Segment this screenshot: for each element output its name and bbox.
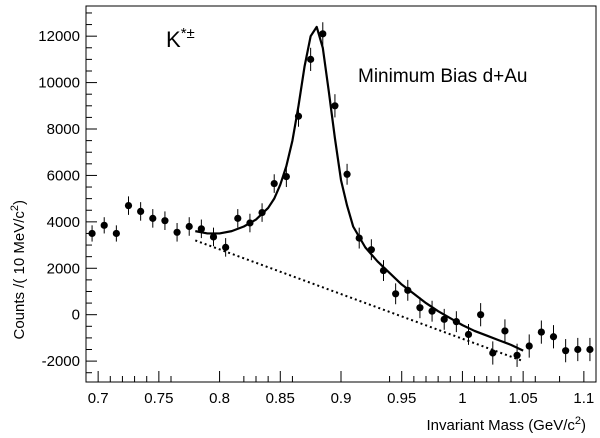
data-point	[319, 30, 327, 38]
x-axis-title: Invariant Mass (GeV/c2)	[426, 415, 586, 434]
x-tick-label: 0.95	[387, 390, 416, 407]
y-tick-label: 8000	[47, 121, 80, 138]
x-tick-label: 0.75	[144, 390, 173, 407]
data-point	[513, 351, 521, 359]
data-point	[525, 342, 533, 350]
plot-frame	[85, 5, 597, 383]
x-tick-label: 1.05	[509, 390, 538, 407]
x-tick-label: 0.85	[266, 390, 295, 407]
data-point	[574, 345, 582, 354]
background-line	[194, 239, 524, 363]
y-axis-title: Counts /( 10 MeV/c2)	[9, 200, 28, 340]
y-tick-label: 6000	[47, 167, 80, 184]
data-point	[209, 233, 218, 241]
data-point	[343, 170, 351, 178]
y-tick-label: 4000	[47, 214, 80, 231]
particle-label: K*±	[166, 25, 195, 52]
data-point	[549, 333, 558, 341]
data-point	[489, 349, 497, 357]
dataset-label: Minimum Bias d+Au	[358, 66, 527, 87]
data-point	[185, 222, 193, 231]
x-tick-label: 1	[458, 390, 466, 407]
data-point	[112, 229, 120, 238]
data-point	[307, 55, 315, 63]
data-point	[331, 102, 339, 110]
x-tick-labels: 0.7 0.75 0.8 0.85 0.9 0.95 1 1.05 1.1	[88, 390, 595, 407]
y-axis-ticks	[86, 12, 97, 374]
x-tick-label: 1.1	[573, 390, 594, 407]
data-point	[124, 202, 133, 210]
data-point	[88, 229, 96, 238]
y-tick-label: 2000	[47, 260, 80, 277]
data-point	[270, 179, 278, 188]
x-tick-label: 0.8	[209, 390, 230, 407]
x-axis-ticks	[85, 371, 585, 382]
data-point	[586, 345, 594, 354]
data-point	[537, 328, 545, 336]
data-point	[234, 214, 242, 222]
data-point	[137, 207, 145, 216]
data-point	[562, 347, 570, 355]
data-point	[477, 311, 485, 319]
y-tick-label: 12000	[38, 28, 80, 45]
data-point	[440, 315, 448, 323]
data-point	[416, 304, 424, 312]
data-point	[501, 327, 509, 335]
data-point	[464, 330, 473, 339]
x-tick-label: 0.9	[331, 390, 352, 407]
y-tick-label: 10000	[38, 75, 80, 92]
x-tick-label: 0.7	[88, 390, 109, 407]
y-tick-label: 0	[72, 307, 80, 324]
series-layer	[88, 22, 594, 367]
fit-curve	[195, 25, 524, 352]
data-point	[197, 225, 205, 233]
data-point	[173, 228, 181, 236]
data-point	[392, 290, 400, 298]
y-tick-labels: -2000 0 2000 4000 6000 8000 10000 12000	[38, 28, 80, 370]
data-point	[222, 243, 230, 251]
data-point	[161, 217, 169, 225]
y-tick-label: -2000	[42, 353, 80, 370]
data-point	[149, 214, 157, 222]
data-point	[100, 221, 108, 229]
